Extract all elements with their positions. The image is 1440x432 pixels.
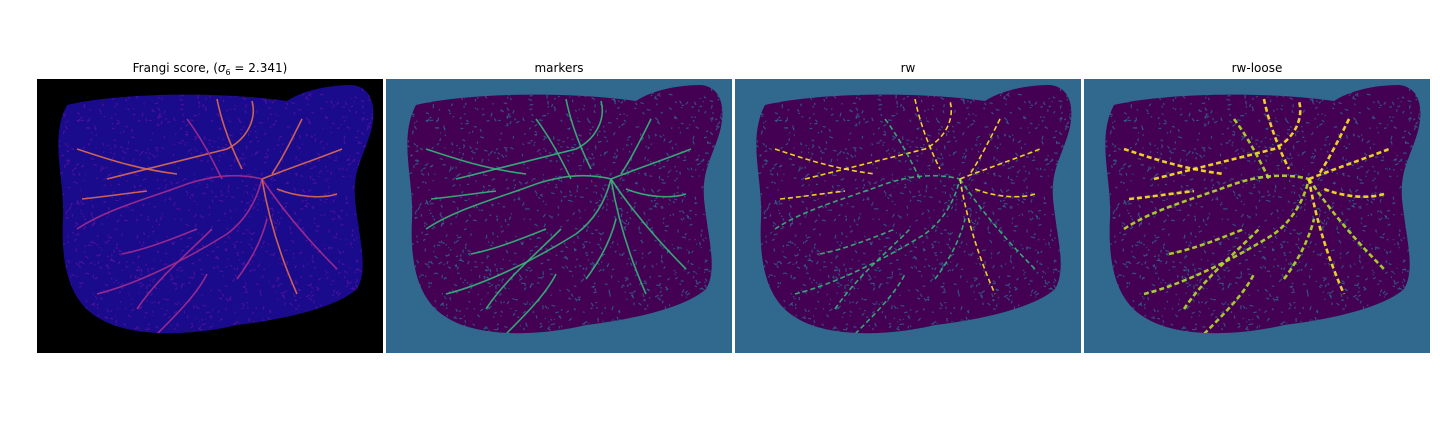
vessel-path xyxy=(969,118,1001,175)
vessel-path xyxy=(271,118,303,175)
vessel-path xyxy=(485,228,562,310)
tissue-texture xyxy=(407,86,723,334)
vessel-path xyxy=(76,148,178,175)
vessel-path xyxy=(1307,178,1385,270)
tissue-region xyxy=(1105,85,1421,334)
markers-canvas xyxy=(386,79,732,353)
vessel-path xyxy=(261,148,343,180)
vessel-path xyxy=(156,273,208,334)
vessel-path xyxy=(804,100,952,180)
vessel-path xyxy=(455,100,603,180)
vessel-path xyxy=(610,148,692,180)
vessel-path xyxy=(445,178,612,295)
vessel-path xyxy=(96,178,263,295)
vessel-path xyxy=(186,118,223,180)
vessel-path xyxy=(620,118,652,175)
vessel-path xyxy=(1203,273,1256,334)
rw-loose-image xyxy=(1084,79,1430,353)
vessel-path xyxy=(216,98,243,170)
tissue-region xyxy=(58,85,374,334)
vessel-path xyxy=(794,178,961,295)
vessel-path xyxy=(854,273,906,334)
vessel-path xyxy=(610,178,687,270)
title-subscript: 6 xyxy=(225,68,231,77)
vessel-path xyxy=(959,178,996,295)
vessel-path xyxy=(276,188,338,198)
panel-title-rw-loose: rw-loose xyxy=(1231,61,1283,75)
vessel-path xyxy=(565,98,592,170)
vessel-path xyxy=(430,190,497,200)
vessel-path xyxy=(470,228,547,255)
vessel-path xyxy=(76,174,263,230)
vessel-path xyxy=(774,148,876,175)
vessel-path xyxy=(136,228,213,310)
vessel-path xyxy=(1128,189,1195,201)
vessel-path xyxy=(779,190,846,200)
title-prefix: Frangi score, ( xyxy=(132,61,218,75)
panel-title-rw: rw xyxy=(900,61,916,75)
vessel-path xyxy=(121,228,198,255)
markers-image xyxy=(386,79,732,353)
vessel-path xyxy=(625,188,687,198)
vessel-path xyxy=(1308,147,1390,181)
vessel-path xyxy=(505,273,557,334)
vessel-path xyxy=(1153,100,1302,181)
vessel-path xyxy=(959,178,1036,270)
vessel-path xyxy=(1323,187,1385,199)
vessel-path xyxy=(1307,178,1346,295)
tissue-region xyxy=(407,85,723,334)
vessel-path xyxy=(1262,98,1291,170)
tissue-texture xyxy=(1105,86,1421,334)
title-suffix: = 2.341) xyxy=(230,61,288,75)
vessel-path xyxy=(934,218,966,280)
vessel-path xyxy=(236,218,268,280)
vessel-path xyxy=(1232,118,1271,180)
vessel-path xyxy=(1182,228,1260,310)
vessel-path xyxy=(884,118,921,180)
rw-canvas xyxy=(735,79,1081,353)
vessel-path xyxy=(425,174,612,230)
vessel-path xyxy=(1143,178,1311,296)
vessel-path xyxy=(1123,147,1225,176)
vessel-path xyxy=(81,190,148,200)
tissue-region xyxy=(756,85,1072,334)
title-sigma: σ xyxy=(217,61,226,75)
vessel-path xyxy=(610,178,647,295)
frangi-score-canvas xyxy=(37,79,383,353)
vessel-path xyxy=(834,228,911,310)
rw-loose-canvas xyxy=(1084,79,1430,353)
vessel-path xyxy=(106,100,254,180)
vessel-path xyxy=(974,188,1036,198)
vessel-path xyxy=(1282,218,1316,280)
vessel-path xyxy=(425,148,527,175)
vessel-path xyxy=(1317,118,1351,175)
panel-title-frangi: Frangi score, (σ6 = 2.341) xyxy=(37,61,383,77)
vessel-path xyxy=(535,118,572,180)
vessel-path xyxy=(914,98,941,170)
vessel-path xyxy=(959,148,1041,180)
vessel-path xyxy=(585,218,617,280)
rw-image xyxy=(735,79,1081,353)
frangi-score-image xyxy=(37,79,383,353)
vessel-path xyxy=(261,178,298,295)
panel-title-markers: markers xyxy=(534,61,584,75)
vessel-path xyxy=(261,178,338,270)
